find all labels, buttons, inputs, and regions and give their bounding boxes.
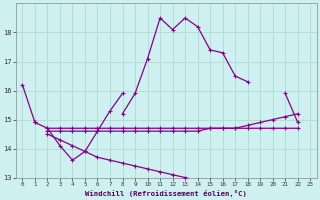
X-axis label: Windchill (Refroidissement éolien,°C): Windchill (Refroidissement éolien,°C)	[85, 190, 247, 197]
